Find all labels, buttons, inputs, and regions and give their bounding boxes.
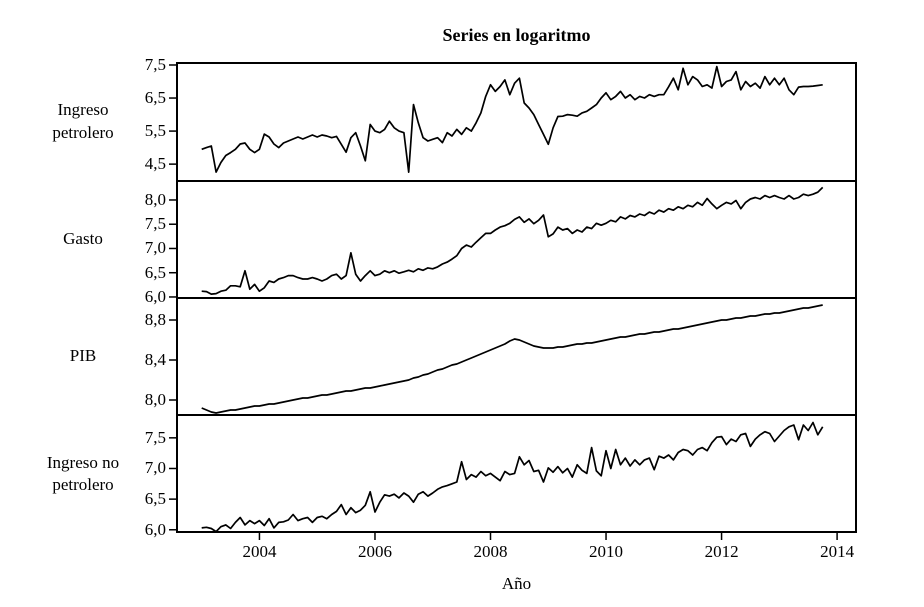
x-tick-label: 2014: [820, 542, 855, 561]
series-line-ingreso-no-petrolero: [201, 421, 824, 533]
series-line-pib: [201, 304, 823, 414]
y-tick-label: 6,0: [144, 286, 166, 306]
panel-label-gasto: Gasto: [63, 229, 103, 249]
x-tick-label: 2006: [357, 542, 392, 561]
y-tick-label: 8,4: [144, 350, 166, 369]
chart-title: Series en logaritmo: [442, 25, 591, 45]
x-tick-label: 2010: [589, 542, 624, 561]
y-tick-label: 7,5: [144, 54, 166, 74]
y-tick-label: 5,5: [144, 121, 166, 141]
series-line-gasto: [201, 186, 824, 295]
x-axis-label: Año: [501, 574, 532, 593]
x-tick-label: 2008: [473, 542, 508, 561]
y-tick-label: 4,5: [144, 154, 166, 174]
panel-label-ingreso-no-petrolero: Ingreso no petrolero: [46, 452, 120, 494]
y-tick-label: 6,5: [144, 88, 166, 108]
y-tick-label: 8,0: [144, 390, 166, 409]
y-tick-label: 6,5: [144, 262, 166, 282]
x-tick-label: 2004: [242, 542, 277, 561]
panel-label-pib: PIB: [69, 346, 97, 366]
y-tick-label: 7,0: [144, 238, 166, 258]
y-tick-label: 6,5: [144, 489, 166, 509]
y-tick-label: 8,8: [144, 310, 166, 329]
y-tick-label: 8,0: [144, 189, 166, 209]
y-tick-label: 7,5: [144, 427, 166, 447]
y-tick-label: 7,0: [144, 458, 166, 478]
series-line-ingreso-petrolero: [201, 65, 823, 173]
y-tick-label: 7,5: [144, 214, 166, 234]
panel-label-ingreso-petrolero: Ingreso petrolero: [52, 100, 114, 142]
y-tick-label: 6,0: [144, 519, 166, 539]
x-tick-label: 2012: [704, 542, 739, 561]
